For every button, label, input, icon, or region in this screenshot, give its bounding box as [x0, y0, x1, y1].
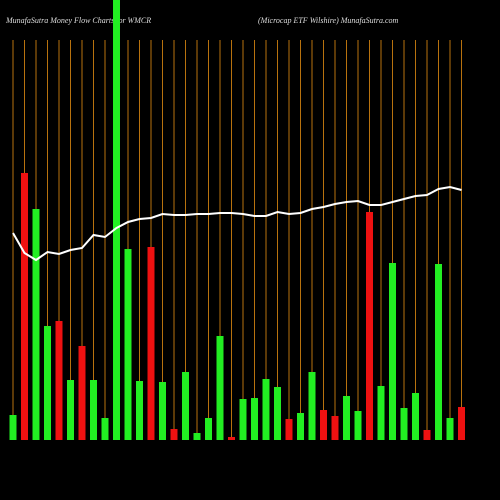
bar [193, 433, 201, 440]
bar [446, 418, 454, 440]
bar [251, 398, 258, 440]
bar [205, 418, 212, 440]
plot-area [9, 0, 465, 440]
bar [458, 407, 465, 440]
bar [182, 372, 189, 440]
bar [331, 416, 339, 440]
bar [435, 264, 442, 440]
bar [136, 381, 143, 440]
bar [389, 263, 396, 440]
bar [274, 387, 281, 440]
bar [159, 382, 166, 440]
chart-subtitle: (Microcap ETF Wilshire) MunafaSutra.com [258, 16, 399, 25]
bar [366, 212, 373, 440]
bar [9, 415, 17, 440]
bar [228, 437, 235, 440]
chart-title: MunafaSutra Money Flow Charts for WMCR [5, 16, 151, 25]
bar [113, 0, 120, 440]
bar [44, 326, 51, 440]
bar [55, 321, 63, 440]
bar [170, 429, 178, 440]
bar [216, 336, 224, 440]
bar [285, 419, 293, 440]
bar [320, 410, 327, 440]
bar [354, 411, 362, 440]
bar [21, 173, 28, 440]
bar [308, 372, 316, 440]
bar [400, 408, 408, 440]
bar [67, 380, 74, 440]
bar [262, 379, 270, 440]
bar [124, 249, 132, 440]
bar [412, 393, 419, 440]
bar [423, 430, 431, 440]
bar [32, 209, 40, 440]
bar [147, 247, 155, 440]
bar [239, 399, 247, 440]
bar [297, 413, 304, 440]
bar [343, 396, 350, 440]
bar [101, 418, 109, 440]
bar [377, 386, 385, 440]
bar [78, 346, 86, 440]
money-flow-line [12, 185, 462, 262]
bar [90, 380, 97, 440]
